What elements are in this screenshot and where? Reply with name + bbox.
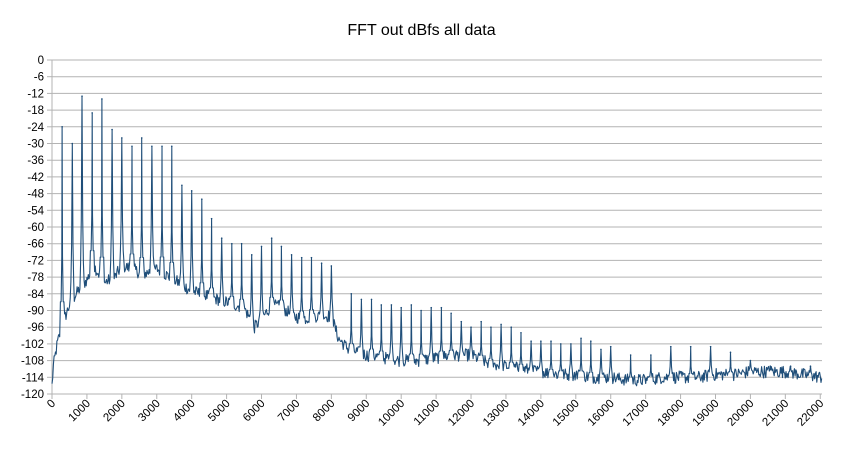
- harmonic-peak-point: [669, 345, 672, 348]
- harmonic-peak-point: [161, 145, 163, 148]
- harmonic-peak-point: [390, 304, 393, 306]
- harmonic-peak-point: [789, 365, 792, 367]
- y-tick-label: 0: [38, 55, 44, 67]
- harmonic-peak-point: [749, 359, 752, 362]
- harmonic-peak-point: [629, 354, 632, 356]
- harmonic-peak-point: [450, 312, 452, 315]
- harmonic-peak-point: [91, 112, 93, 114]
- y-tick-label: -6: [34, 72, 44, 84]
- harmonic-peak-point: [101, 98, 103, 100]
- y-tick-label: -60: [27, 222, 44, 234]
- harmonic-peak-point: [559, 343, 562, 345]
- harmonic-peak-point: [520, 331, 522, 334]
- harmonic-peak-point: [250, 254, 253, 256]
- harmonic-peak-point: [530, 340, 532, 342]
- harmonic-peak-point: [709, 345, 712, 348]
- harmonic-peak-point: [280, 245, 283, 248]
- harmonic-peak-point: [360, 298, 363, 301]
- harmonic-peak-point: [201, 198, 203, 200]
- harmonic-peak-point: [430, 306, 433, 309]
- chart-title: FFT out dBfs all data: [347, 22, 495, 39]
- y-tick-label: -24: [27, 122, 44, 134]
- harmonic-peak-point: [350, 293, 353, 295]
- harmonic-peak-point: [210, 217, 213, 220]
- harmonic-peak-point: [71, 142, 74, 145]
- harmonic-peak-point: [380, 304, 383, 306]
- series-line-fft: [51, 95, 823, 387]
- harmonic-peak-point: [769, 365, 772, 367]
- harmonic-peak-point: [510, 326, 513, 329]
- harmonic-peak-point: [420, 309, 422, 312]
- harmonic-peak-point: [650, 354, 652, 356]
- harmonic-peak-point: [470, 326, 472, 329]
- harmonic-peak-point: [81, 95, 83, 97]
- y-tick-label: -36: [27, 155, 44, 167]
- grid-lines: [51, 59, 822, 395]
- y-tick-label: -72: [27, 255, 44, 267]
- harmonic-peak-point: [410, 304, 413, 306]
- harmonic-peak-point: [550, 340, 552, 342]
- y-tick-label: -96: [27, 322, 44, 334]
- harmonic-peak-point: [490, 326, 492, 329]
- y-tick-label: -90: [27, 306, 44, 318]
- y-tick-label: -114: [22, 372, 45, 384]
- harmonic-peak-point: [240, 242, 243, 245]
- harmonic-peak-point: [400, 306, 403, 309]
- harmonic-peak-point: [170, 145, 173, 148]
- harmonic-peak-point: [220, 237, 223, 239]
- harmonic-peak-point: [121, 137, 123, 139]
- harmonic-peak-point: [131, 145, 133, 148]
- y-axis-ticks: 0 -6 -12 -18 -24 -30 -36 -42 -48 -54 -60 -66 -72 -78 -…: [21, 55, 52, 401]
- harmonic-peak-point: [480, 320, 482, 323]
- y-tick-label: -120: [21, 389, 44, 401]
- harmonic-peak-point: [580, 337, 582, 340]
- harmonic-peak-point: [300, 256, 303, 259]
- harmonic-peak-point: [270, 237, 273, 239]
- harmonic-peak-point: [500, 323, 502, 326]
- harmonic-peak-point: [600, 348, 602, 351]
- harmonic-peak-point: [729, 351, 732, 354]
- y-tick-label: -12: [27, 88, 44, 100]
- y-tick-label: -42: [27, 172, 44, 184]
- harmonic-peak-point: [689, 345, 692, 348]
- harmonic-peak-point: [260, 245, 263, 248]
- harmonic-peak-point: [809, 365, 812, 367]
- harmonic-peak-point: [181, 184, 183, 187]
- harmonic-peak-point: [440, 306, 443, 309]
- y-tick-label: -18: [27, 105, 44, 117]
- series-layer: [51, 95, 823, 387]
- harmonic-peak-point: [609, 345, 612, 348]
- y-tick-label: -30: [27, 139, 44, 151]
- harmonic-peak-point: [231, 242, 233, 245]
- harmonic-peak-point: [330, 265, 333, 267]
- harmonic-peak-point: [590, 340, 592, 342]
- harmonic-peak-point: [151, 145, 153, 148]
- y-tick-label: -78: [27, 272, 44, 284]
- y-tick-label: -102: [21, 339, 44, 351]
- harmonic-peak-point: [111, 128, 113, 131]
- harmonic-peak-point: [320, 262, 323, 264]
- harmonic-peak-point: [460, 320, 463, 323]
- y-tick-label: -84: [27, 289, 44, 301]
- y-tick-label: -66: [27, 239, 44, 251]
- y-tick-label: -108: [21, 356, 44, 368]
- harmonic-peak-point: [190, 190, 193, 192]
- y-tick-label: -54: [27, 205, 44, 217]
- harmonic-peak-point: [290, 254, 293, 256]
- harmonic-peak-point: [540, 340, 542, 342]
- harmonic-peak-point: [140, 137, 143, 139]
- harmonic-peak-point: [310, 256, 313, 259]
- harmonic-peak-point: [61, 126, 63, 128]
- y-tick-label: -48: [27, 189, 44, 201]
- harmonic-peak-point: [370, 298, 373, 301]
- harmonic-peak-point: [570, 343, 572, 345]
